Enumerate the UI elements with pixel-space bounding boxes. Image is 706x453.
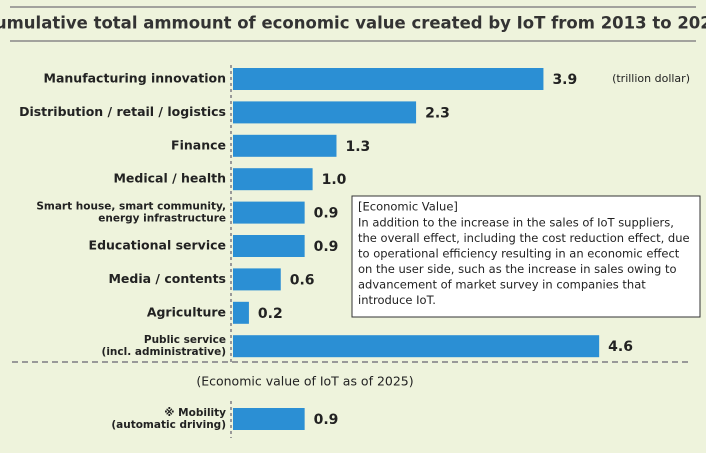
value-label: 0.9: [314, 239, 339, 255]
chart-title: Cumulative total ammount of economic val…: [0, 14, 706, 33]
value-label: 0.9: [314, 206, 339, 222]
value-label: 0.6: [290, 272, 315, 288]
unit-note: (trillion dollar): [612, 72, 690, 85]
bar: [233, 134, 337, 157]
value-label: 4.6: [608, 339, 633, 355]
bar: [233, 168, 313, 191]
bar: [233, 235, 305, 257]
annotation-line: In addition to the increase in the sales…: [358, 216, 674, 230]
category-label: Finance: [171, 137, 226, 152]
category-label: Media / contents: [108, 271, 226, 286]
category-label: Educational service: [89, 238, 226, 253]
annotation-line: introduce IoT.: [358, 293, 436, 307]
category-label: Medical / health: [113, 171, 226, 186]
category-label: Manufacturing innovation: [44, 71, 226, 86]
bar: [233, 301, 249, 324]
bar: [233, 68, 544, 90]
annotation-line: the overall effect, including the cost r…: [358, 231, 690, 245]
value-label: 3.9: [552, 72, 577, 88]
bar: [233, 101, 417, 124]
category-label: Smart house, smart community, energy infr…: [36, 201, 226, 225]
annotation-title: [Economic Value]: [358, 200, 458, 214]
annotation-line: to operational efficiency resulting in a…: [358, 247, 680, 261]
category-label: Distribution / retail / logistics: [19, 104, 226, 119]
annotation-line: advancement of market survey in companie…: [358, 278, 646, 292]
value-label: 2.3: [425, 105, 450, 121]
bar: [233, 335, 600, 358]
bar: [233, 268, 281, 291]
bar: [233, 408, 305, 430]
annotation-box: [351, 195, 701, 318]
category-label: ※ Mobility (automatic driving): [111, 407, 226, 431]
category-label: Public service (incl. administrative): [102, 334, 226, 358]
bar: [233, 201, 305, 224]
annotation-line: on the user side, such as the increase i…: [358, 262, 677, 276]
value-label: 0.2: [258, 306, 283, 322]
value-label: 0.9: [314, 412, 339, 428]
subtitle: (Economic value of IoT as of 2025): [196, 374, 413, 389]
category-label: Agriculture: [147, 304, 226, 319]
value-label: 1.3: [345, 139, 370, 155]
value-label: 1.0: [322, 172, 347, 188]
